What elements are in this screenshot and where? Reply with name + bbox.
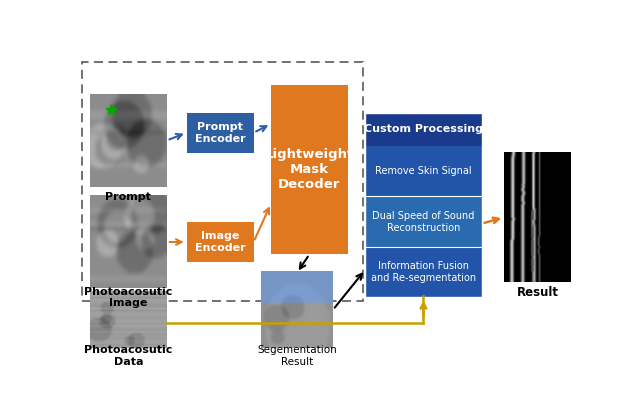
Text: Lightweight
Mask
Decoder: Lightweight Mask Decoder [265,148,354,191]
Bar [365,146,482,196]
Text: Dual Speed of Sound
Reconstruction: Dual Speed of Sound Reconstruction [372,211,475,232]
Text: Prompt
Encoder: Prompt Encoder [195,122,245,144]
Bar [187,113,253,153]
Text: Photoacosutic
Data: Photoacosutic Data [84,345,173,367]
Bar [365,196,482,247]
Text: Remove Skin Signal: Remove Skin Signal [375,166,472,176]
Bar [271,85,348,254]
Bar [365,113,482,146]
Bar [365,113,482,298]
Text: Result: Result [516,286,559,299]
Bar [365,113,482,298]
Text: Custom Processing: Custom Processing [364,124,483,134]
Text: Information Fusion
and Re-segmentation: Information Fusion and Re-segmentation [371,262,476,283]
Text: Photoacosutic
Image: Photoacosutic Image [84,287,173,308]
Bar [187,222,253,262]
Text: Prompt: Prompt [106,192,151,202]
Text: Segementation
Result: Segementation Result [257,345,337,367]
Text: Image
Encoder: Image Encoder [195,231,245,253]
Bar [365,247,482,298]
